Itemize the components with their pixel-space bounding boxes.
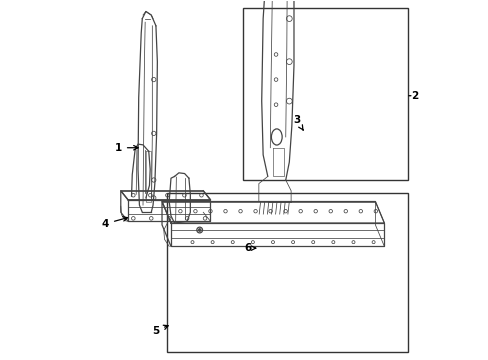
Bar [167, 193, 407, 352]
Text: 3: 3 [292, 115, 303, 130]
Text: 5: 5 [152, 325, 168, 336]
Bar [242, 8, 407, 180]
Text: 4: 4 [102, 217, 127, 229]
Circle shape [198, 229, 201, 231]
Text: 2: 2 [410, 91, 418, 101]
Text: 6: 6 [244, 243, 255, 253]
Text: 1: 1 [114, 143, 138, 153]
